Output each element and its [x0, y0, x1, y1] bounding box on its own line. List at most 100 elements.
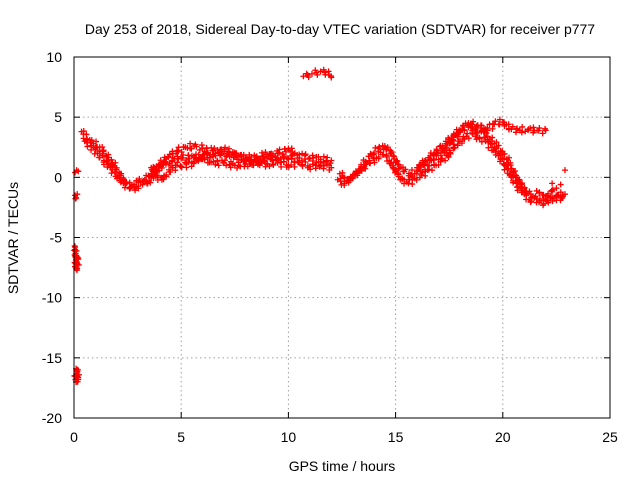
- data-point: [258, 149, 265, 156]
- x-tick-labels: 0 5 10 15 20 25: [70, 429, 618, 445]
- data-point: [279, 151, 286, 158]
- data-point: [540, 191, 547, 198]
- data-point: [268, 156, 275, 163]
- data-point: [528, 198, 535, 205]
- y-tick-label: -20: [42, 410, 62, 426]
- series-track-b: [81, 137, 335, 194]
- data-point: [426, 162, 433, 169]
- data-point: [380, 151, 387, 158]
- x-tick-label: 25: [602, 429, 618, 445]
- data-point: [445, 154, 452, 161]
- data-point: [294, 159, 301, 166]
- data-point: [416, 164, 423, 171]
- data-point: [198, 142, 205, 149]
- data-point: [367, 160, 374, 167]
- x-tick-label: 20: [495, 429, 511, 445]
- data-point: [328, 157, 335, 164]
- data-point: [73, 267, 80, 274]
- data-point: [199, 152, 206, 159]
- data-point: [180, 152, 187, 159]
- data-point: [536, 199, 543, 206]
- data-point: [166, 168, 173, 175]
- data-point: [156, 161, 163, 168]
- y-tick-label: 0: [54, 169, 62, 185]
- data-point: [484, 124, 491, 131]
- series-track-e: [334, 129, 566, 209]
- data-point: [305, 155, 312, 162]
- grid-lines: [74, 57, 610, 418]
- series-track-f: [414, 116, 549, 171]
- data-point: [472, 133, 479, 140]
- data-point: [255, 155, 262, 162]
- series-late-isolated: [549, 167, 568, 192]
- data-point: [135, 183, 142, 190]
- data-point: [126, 185, 133, 192]
- data-point: [276, 146, 283, 153]
- data-point: [140, 177, 147, 184]
- data-point: [505, 154, 512, 161]
- data-point: [149, 170, 156, 177]
- data-point: [439, 155, 446, 162]
- data-point: [513, 180, 520, 187]
- data-point: [226, 161, 233, 168]
- data-point: [136, 175, 143, 182]
- data-point: [282, 148, 289, 155]
- data-point: [536, 125, 543, 132]
- data-point: [557, 181, 564, 188]
- data-point: [302, 151, 309, 158]
- data-point: [320, 159, 327, 166]
- data-point: [158, 164, 165, 171]
- data-point: [381, 143, 388, 150]
- data-point: [402, 166, 409, 173]
- chart-title: Day 253 of 2018, Sidereal Day-to-day VTE…: [85, 21, 595, 37]
- data-point: [123, 180, 130, 187]
- data-point: [443, 140, 450, 147]
- data-point: [350, 173, 357, 180]
- data-point: [193, 143, 200, 150]
- data-point: [261, 158, 268, 165]
- data-point: [438, 147, 445, 154]
- data-point: [320, 66, 327, 73]
- data-point: [114, 175, 121, 182]
- data-point: [472, 126, 479, 133]
- data-point: [254, 161, 261, 168]
- data-point: [305, 74, 312, 81]
- data-point: [531, 194, 538, 201]
- data-point: [454, 142, 461, 149]
- data-point: [554, 193, 561, 200]
- data-point: [186, 155, 193, 162]
- data-point: [309, 161, 316, 168]
- data-point: [545, 199, 552, 206]
- data-point: [99, 144, 106, 151]
- data-point: [426, 156, 433, 163]
- data-point: [157, 157, 164, 164]
- data-point: [175, 156, 182, 163]
- data-point: [549, 180, 556, 187]
- data-point: [190, 160, 197, 167]
- data-point: [266, 163, 273, 170]
- data-point: [429, 167, 436, 174]
- data-point: [126, 179, 133, 186]
- data-point: [152, 166, 159, 173]
- data-point: [413, 170, 420, 177]
- data-point: [100, 147, 107, 154]
- data-point: [238, 151, 245, 158]
- data-point: [288, 145, 295, 152]
- data-point: [153, 172, 160, 179]
- data-point: [105, 160, 112, 167]
- data-point: [492, 118, 499, 125]
- data-point: [212, 150, 219, 157]
- data-point: [302, 158, 309, 165]
- data-point: [341, 182, 348, 189]
- data-point: [473, 129, 480, 136]
- data-point: [226, 145, 233, 152]
- data-point: [536, 195, 543, 202]
- data-point: [203, 150, 210, 157]
- x-tick-label: 15: [388, 429, 404, 445]
- data-point: [449, 136, 456, 143]
- x-axis-title: GPS time / hours: [289, 458, 396, 474]
- data-point: [163, 173, 170, 180]
- data-point: [435, 161, 442, 168]
- data-point: [108, 170, 115, 177]
- data-point: [212, 161, 219, 168]
